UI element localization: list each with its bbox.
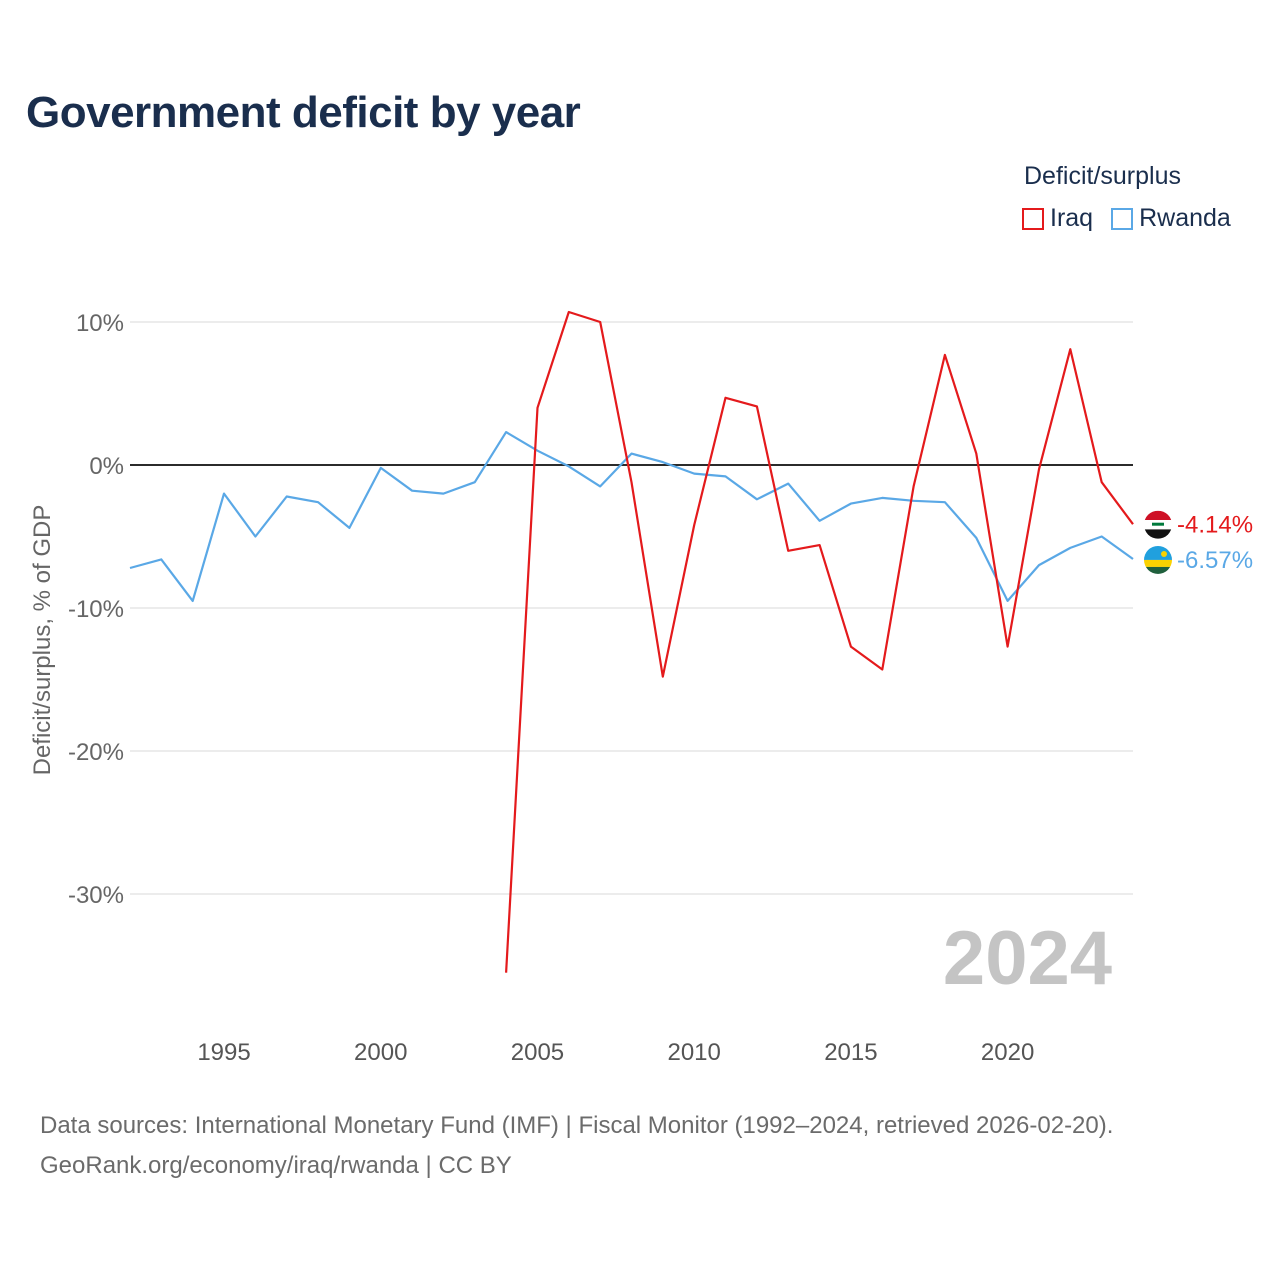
legend-label-iraq: Iraq [1050,204,1094,232]
legend-swatch-rwanda [1111,207,1134,230]
y-axis-label: Deficit/surplus, % of GDP [29,505,56,776]
series-line-iraq [505,310,1134,973]
attribution-text: GeoRank.org/economy/iraq/rwanda | CC BY [40,1152,512,1179]
x-tick-label: 2000 [354,1039,407,1066]
legend-title: Deficit/surplus [1024,162,1181,190]
end-label-rwanda: -6.57% [1177,547,1253,574]
series-line-rwanda [129,431,1134,603]
y-tick-label: 10% [76,310,124,337]
iraq-flag-icon [1144,510,1172,539]
y-tick-label: -10% [68,596,124,623]
y-tick-label: 0% [89,453,124,480]
x-tick-label: 2010 [667,1039,720,1066]
y-tick-label: -20% [68,739,124,766]
y-tick-label: -30% [68,882,124,909]
legend-item-iraq[interactable]: Iraq [1022,204,1093,233]
legend-item-rwanda[interactable]: Rwanda [1111,204,1231,233]
footer: Data sources: International Monetary Fun… [40,1106,1113,1186]
rwanda-flag-icon [1144,545,1172,574]
legend-swatch-iraq [1022,207,1044,230]
x-tick-label: 2015 [824,1039,877,1066]
x-tick-label: 2005 [511,1039,564,1066]
data-source-text: Data sources: International Monetary Fun… [40,1112,1114,1139]
x-tick-label: 2020 [981,1039,1034,1066]
x-tick-label: 1995 [197,1039,250,1066]
legend-label-rwanda: Rwanda [1139,204,1231,232]
year-watermark: 2024 [943,916,1112,1001]
chart-title: Government deficit by year [26,88,581,137]
end-label-iraq: -4.14% [1177,512,1253,539]
legend: Iraq Rwanda [1022,204,1231,233]
